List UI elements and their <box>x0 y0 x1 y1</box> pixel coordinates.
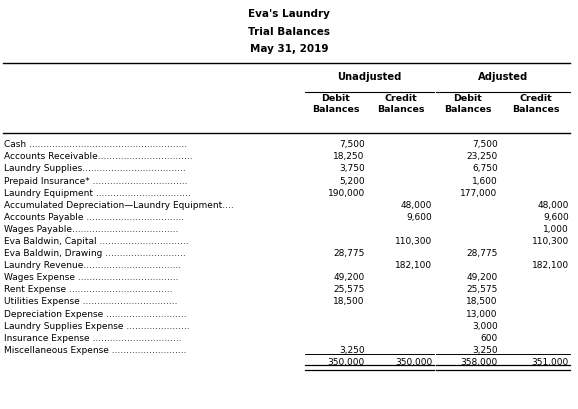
Text: 49,200: 49,200 <box>466 272 498 281</box>
Text: 3,250: 3,250 <box>339 345 365 354</box>
Text: Utilities Expense .................................: Utilities Expense ......................… <box>4 297 177 306</box>
Text: Unadjusted: Unadjusted <box>337 72 402 81</box>
Text: 182,100: 182,100 <box>395 261 432 270</box>
Text: 7,500: 7,500 <box>339 140 365 149</box>
Text: 190,000: 190,000 <box>328 188 365 197</box>
Text: Laundry Supplies Expense ......................: Laundry Supplies Expense ...............… <box>4 321 190 330</box>
Text: 28,775: 28,775 <box>334 248 365 257</box>
Text: 5,200: 5,200 <box>339 176 365 185</box>
Text: May 31, 2019: May 31, 2019 <box>250 44 328 54</box>
Text: Eva Baldwin, Capital ...............................: Eva Baldwin, Capital ...................… <box>4 236 188 245</box>
Text: Debit
Balances: Debit Balances <box>312 94 360 114</box>
Text: 23,250: 23,250 <box>466 152 498 161</box>
Text: Accumulated Depreciation—Laundry Equipment....: Accumulated Depreciation—Laundry Equipme… <box>4 200 234 209</box>
Text: Laundry Supplies....................................: Laundry Supplies........................… <box>4 164 186 173</box>
Text: Rent Expense ....................................: Rent Expense ...........................… <box>4 285 173 294</box>
Text: 350,000: 350,000 <box>395 357 432 366</box>
Text: 18,250: 18,250 <box>334 152 365 161</box>
Text: Credit
Balances: Credit Balances <box>512 94 560 114</box>
Text: 177,000: 177,000 <box>461 188 498 197</box>
Text: 25,575: 25,575 <box>334 285 365 294</box>
Text: Laundry Revenue..................................: Laundry Revenue.........................… <box>4 261 181 270</box>
Text: 110,300: 110,300 <box>532 236 569 245</box>
Text: 351,000: 351,000 <box>532 357 569 366</box>
Text: Accounts Receivable.................................: Accounts Receivable.....................… <box>4 152 192 161</box>
Text: 49,200: 49,200 <box>334 272 365 281</box>
Text: 3,000: 3,000 <box>472 321 498 330</box>
Text: 1,000: 1,000 <box>543 224 569 233</box>
Text: Cash .......................................................: Cash ...................................… <box>4 140 187 149</box>
Text: Insurance Expense ...............................: Insurance Expense ......................… <box>4 333 181 342</box>
Text: 7,500: 7,500 <box>472 140 498 149</box>
Text: 13,000: 13,000 <box>466 309 498 318</box>
Text: 6,750: 6,750 <box>472 164 498 173</box>
Text: Miscellaneous Expense ..........................: Miscellaneous Expense ..................… <box>4 345 187 354</box>
Text: Adjusted: Adjusted <box>478 72 528 81</box>
Text: 182,100: 182,100 <box>532 261 569 270</box>
Text: Credit
Balances: Credit Balances <box>377 94 425 114</box>
Text: 28,775: 28,775 <box>466 248 498 257</box>
Text: Debit
Balances: Debit Balances <box>444 94 491 114</box>
Text: 1,600: 1,600 <box>472 176 498 185</box>
Text: 3,750: 3,750 <box>339 164 365 173</box>
Text: Wages Payable.....................................: Wages Payable...........................… <box>4 224 179 233</box>
Text: Accounts Payable ..................................: Accounts Payable .......................… <box>4 212 184 221</box>
Text: Depreciation Expense ............................: Depreciation Expense ...................… <box>4 309 187 318</box>
Text: 358,000: 358,000 <box>461 357 498 366</box>
Text: Prepaid Insurance* .................................: Prepaid Insurance* .....................… <box>4 176 187 185</box>
Text: 350,000: 350,000 <box>328 357 365 366</box>
Text: 110,300: 110,300 <box>395 236 432 245</box>
Text: 18,500: 18,500 <box>334 297 365 306</box>
Text: Laundry Equipment .................................: Laundry Equipment ......................… <box>4 188 191 197</box>
Text: 9,600: 9,600 <box>406 212 432 221</box>
Text: Wages Expense ...................................: Wages Expense ..........................… <box>4 272 179 281</box>
Text: 600: 600 <box>480 333 498 342</box>
Text: 3,250: 3,250 <box>472 345 498 354</box>
Text: 18,500: 18,500 <box>466 297 498 306</box>
Text: 9,600: 9,600 <box>543 212 569 221</box>
Text: Eva's Laundry: Eva's Laundry <box>248 9 330 19</box>
Text: 25,575: 25,575 <box>466 285 498 294</box>
Text: 48,000: 48,000 <box>538 200 569 209</box>
Text: 48,000: 48,000 <box>401 200 432 209</box>
Text: Eva Baldwin, Drawing ............................: Eva Baldwin, Drawing ...................… <box>4 248 186 257</box>
Text: Trial Balances: Trial Balances <box>248 27 330 36</box>
